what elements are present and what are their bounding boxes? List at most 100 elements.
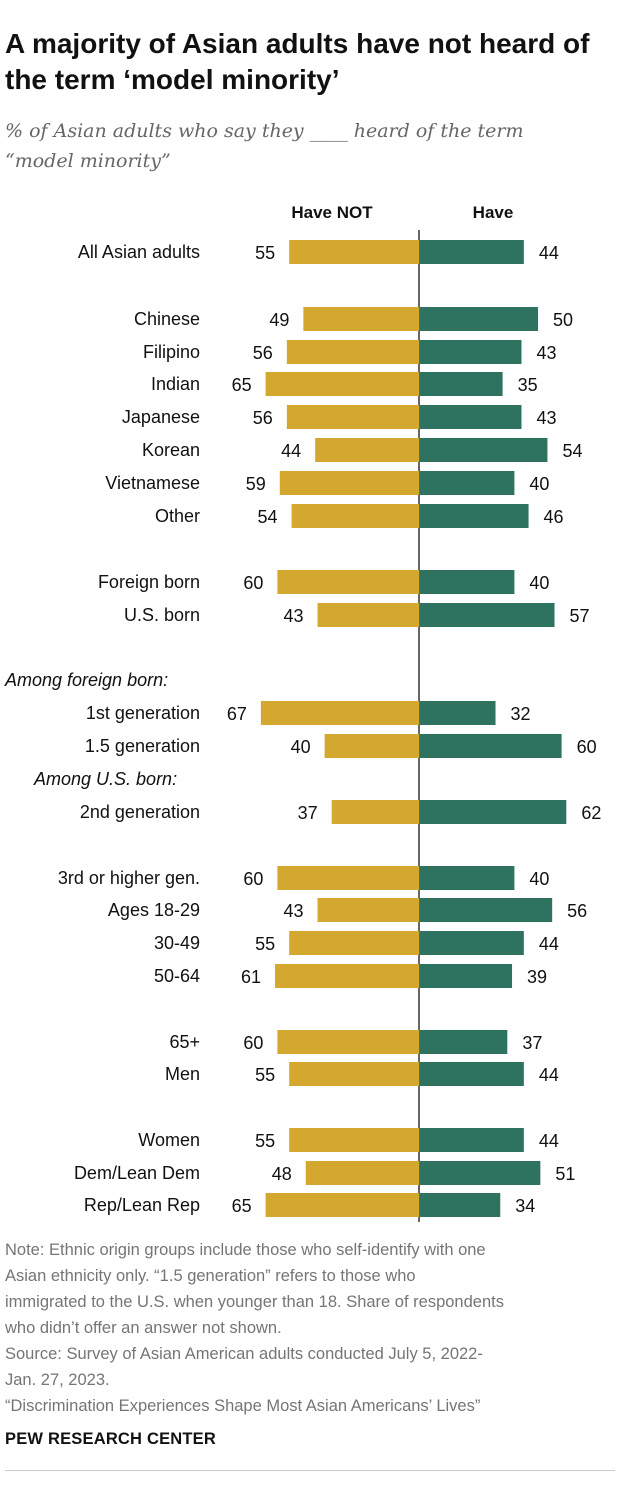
value-label-have-not: 61	[241, 967, 261, 987]
category-label: Japanese	[122, 407, 200, 427]
value-label-have: 40	[529, 573, 549, 593]
category-label: Korean	[142, 440, 200, 460]
value-label-have: 34	[515, 1196, 535, 1216]
bar-have	[420, 1193, 501, 1217]
value-label-have-not: 60	[243, 869, 263, 889]
bar-have-not	[289, 240, 419, 264]
bar-have	[420, 701, 496, 725]
series-header-have: Have	[473, 203, 514, 222]
value-label-have-not: 40	[291, 737, 311, 757]
value-label-have: 40	[529, 474, 549, 494]
category-label: 30-49	[154, 933, 200, 953]
value-label-have-not: 65	[232, 1196, 252, 1216]
bar-have	[420, 734, 562, 758]
value-label-have: 35	[518, 375, 538, 395]
value-label-have: 32	[511, 704, 531, 724]
bar-have	[420, 438, 548, 462]
value-label-have: 46	[544, 507, 564, 527]
bar-have	[420, 931, 524, 955]
bar-have-not	[289, 1062, 419, 1086]
bar-have	[420, 240, 524, 264]
bar-have-not	[277, 866, 419, 890]
value-label-have: 44	[539, 1131, 559, 1151]
category-label: Ages 18-29	[108, 900, 200, 920]
value-label-have-not: 54	[258, 507, 278, 527]
bar-have-not	[305, 1161, 419, 1185]
category-label: 2nd generation	[80, 802, 200, 822]
series-header-have-not: Have NOT	[291, 203, 373, 222]
bar-have	[420, 372, 503, 396]
category-label: Other	[155, 506, 200, 526]
subtitle-line-2: “model minority”	[5, 150, 171, 172]
bar-have-not	[317, 603, 419, 627]
bar-have	[420, 307, 538, 331]
value-label-have-not: 37	[298, 803, 318, 823]
note-line: Note: Ethnic origin groups include those…	[5, 1241, 486, 1259]
source-line: Source: Survey of Asian American adults …	[5, 1345, 483, 1363]
value-label-have: 56	[567, 901, 587, 921]
value-label-have: 44	[539, 1065, 559, 1085]
note-line: Asian ethnicity only. “1.5 generation” r…	[5, 1267, 416, 1285]
category-label: Dem/Lean Dem	[74, 1163, 200, 1183]
bar-have-not	[275, 964, 419, 988]
value-label-have: 62	[581, 803, 601, 823]
bar-have	[420, 866, 515, 890]
value-label-have: 39	[527, 967, 547, 987]
value-label-have: 57	[570, 606, 590, 626]
value-label-have: 51	[555, 1164, 575, 1184]
category-label: Indian	[151, 374, 200, 394]
category-label: Foreign born	[98, 572, 200, 592]
group-header: Among foreign born:	[4, 670, 168, 690]
bar-have	[420, 570, 515, 594]
bar-have	[420, 504, 529, 528]
bar-have-not	[277, 570, 419, 594]
value-label-have-not: 48	[272, 1164, 292, 1184]
category-label: 3rd or higher gen.	[58, 868, 200, 888]
bar-have	[420, 603, 555, 627]
bar-have	[420, 1030, 508, 1054]
value-label-have-not: 60	[243, 1033, 263, 1053]
value-label-have-not: 56	[253, 343, 273, 363]
category-label: 1.5 generation	[85, 736, 200, 756]
value-label-have: 50	[553, 310, 573, 330]
bar-have-not	[289, 1128, 419, 1152]
bar-have-not	[331, 800, 419, 824]
bar-have-not	[260, 701, 419, 725]
value-label-have-not: 44	[281, 441, 301, 461]
value-label-have-not: 60	[243, 573, 263, 593]
value-label-have: 44	[539, 243, 559, 263]
chart-title: A majority of Asian adults have not hear…	[5, 28, 590, 95]
category-label: Chinese	[134, 309, 200, 329]
value-label-have-not: 43	[283, 901, 303, 921]
category-label: U.S. born	[124, 605, 200, 625]
bar-have	[420, 898, 553, 922]
bar-have-not	[317, 898, 419, 922]
bar-have-not	[315, 438, 419, 462]
category-label: Women	[138, 1130, 200, 1150]
value-label-have: 43	[536, 408, 556, 428]
bar-have	[420, 340, 522, 364]
category-label: 65+	[169, 1032, 200, 1052]
value-label-have: 60	[577, 737, 597, 757]
bar-have-not	[324, 734, 419, 758]
bar-have-not	[291, 504, 419, 528]
bar-have	[420, 405, 522, 429]
bar-have	[420, 800, 567, 824]
diverging-bar-chart: Have NOT Have All Asian adults 55 44 Chinese 4…	[4, 203, 601, 1222]
note-line: immigrated to the U.S. when younger than…	[5, 1293, 504, 1311]
source-line: Jan. 27, 2023.	[5, 1371, 110, 1389]
category-label: 1st generation	[86, 703, 200, 723]
group-header: Among U.S. born:	[33, 769, 177, 789]
value-label-have: 44	[539, 934, 559, 954]
value-label-have: 43	[536, 343, 556, 363]
value-label-have-not: 55	[255, 1065, 275, 1085]
value-label-have-not: 56	[253, 408, 273, 428]
bar-have-not	[286, 405, 419, 429]
value-label-have: 37	[522, 1033, 542, 1053]
bottom-rule	[5, 1470, 615, 1471]
category-label: All Asian adults	[78, 242, 200, 262]
bar-have	[420, 1161, 541, 1185]
org-logo-text: PEW RESEARCH CENTER	[5, 1430, 216, 1448]
bar-have-not	[279, 471, 419, 495]
value-label-have: 40	[529, 869, 549, 889]
